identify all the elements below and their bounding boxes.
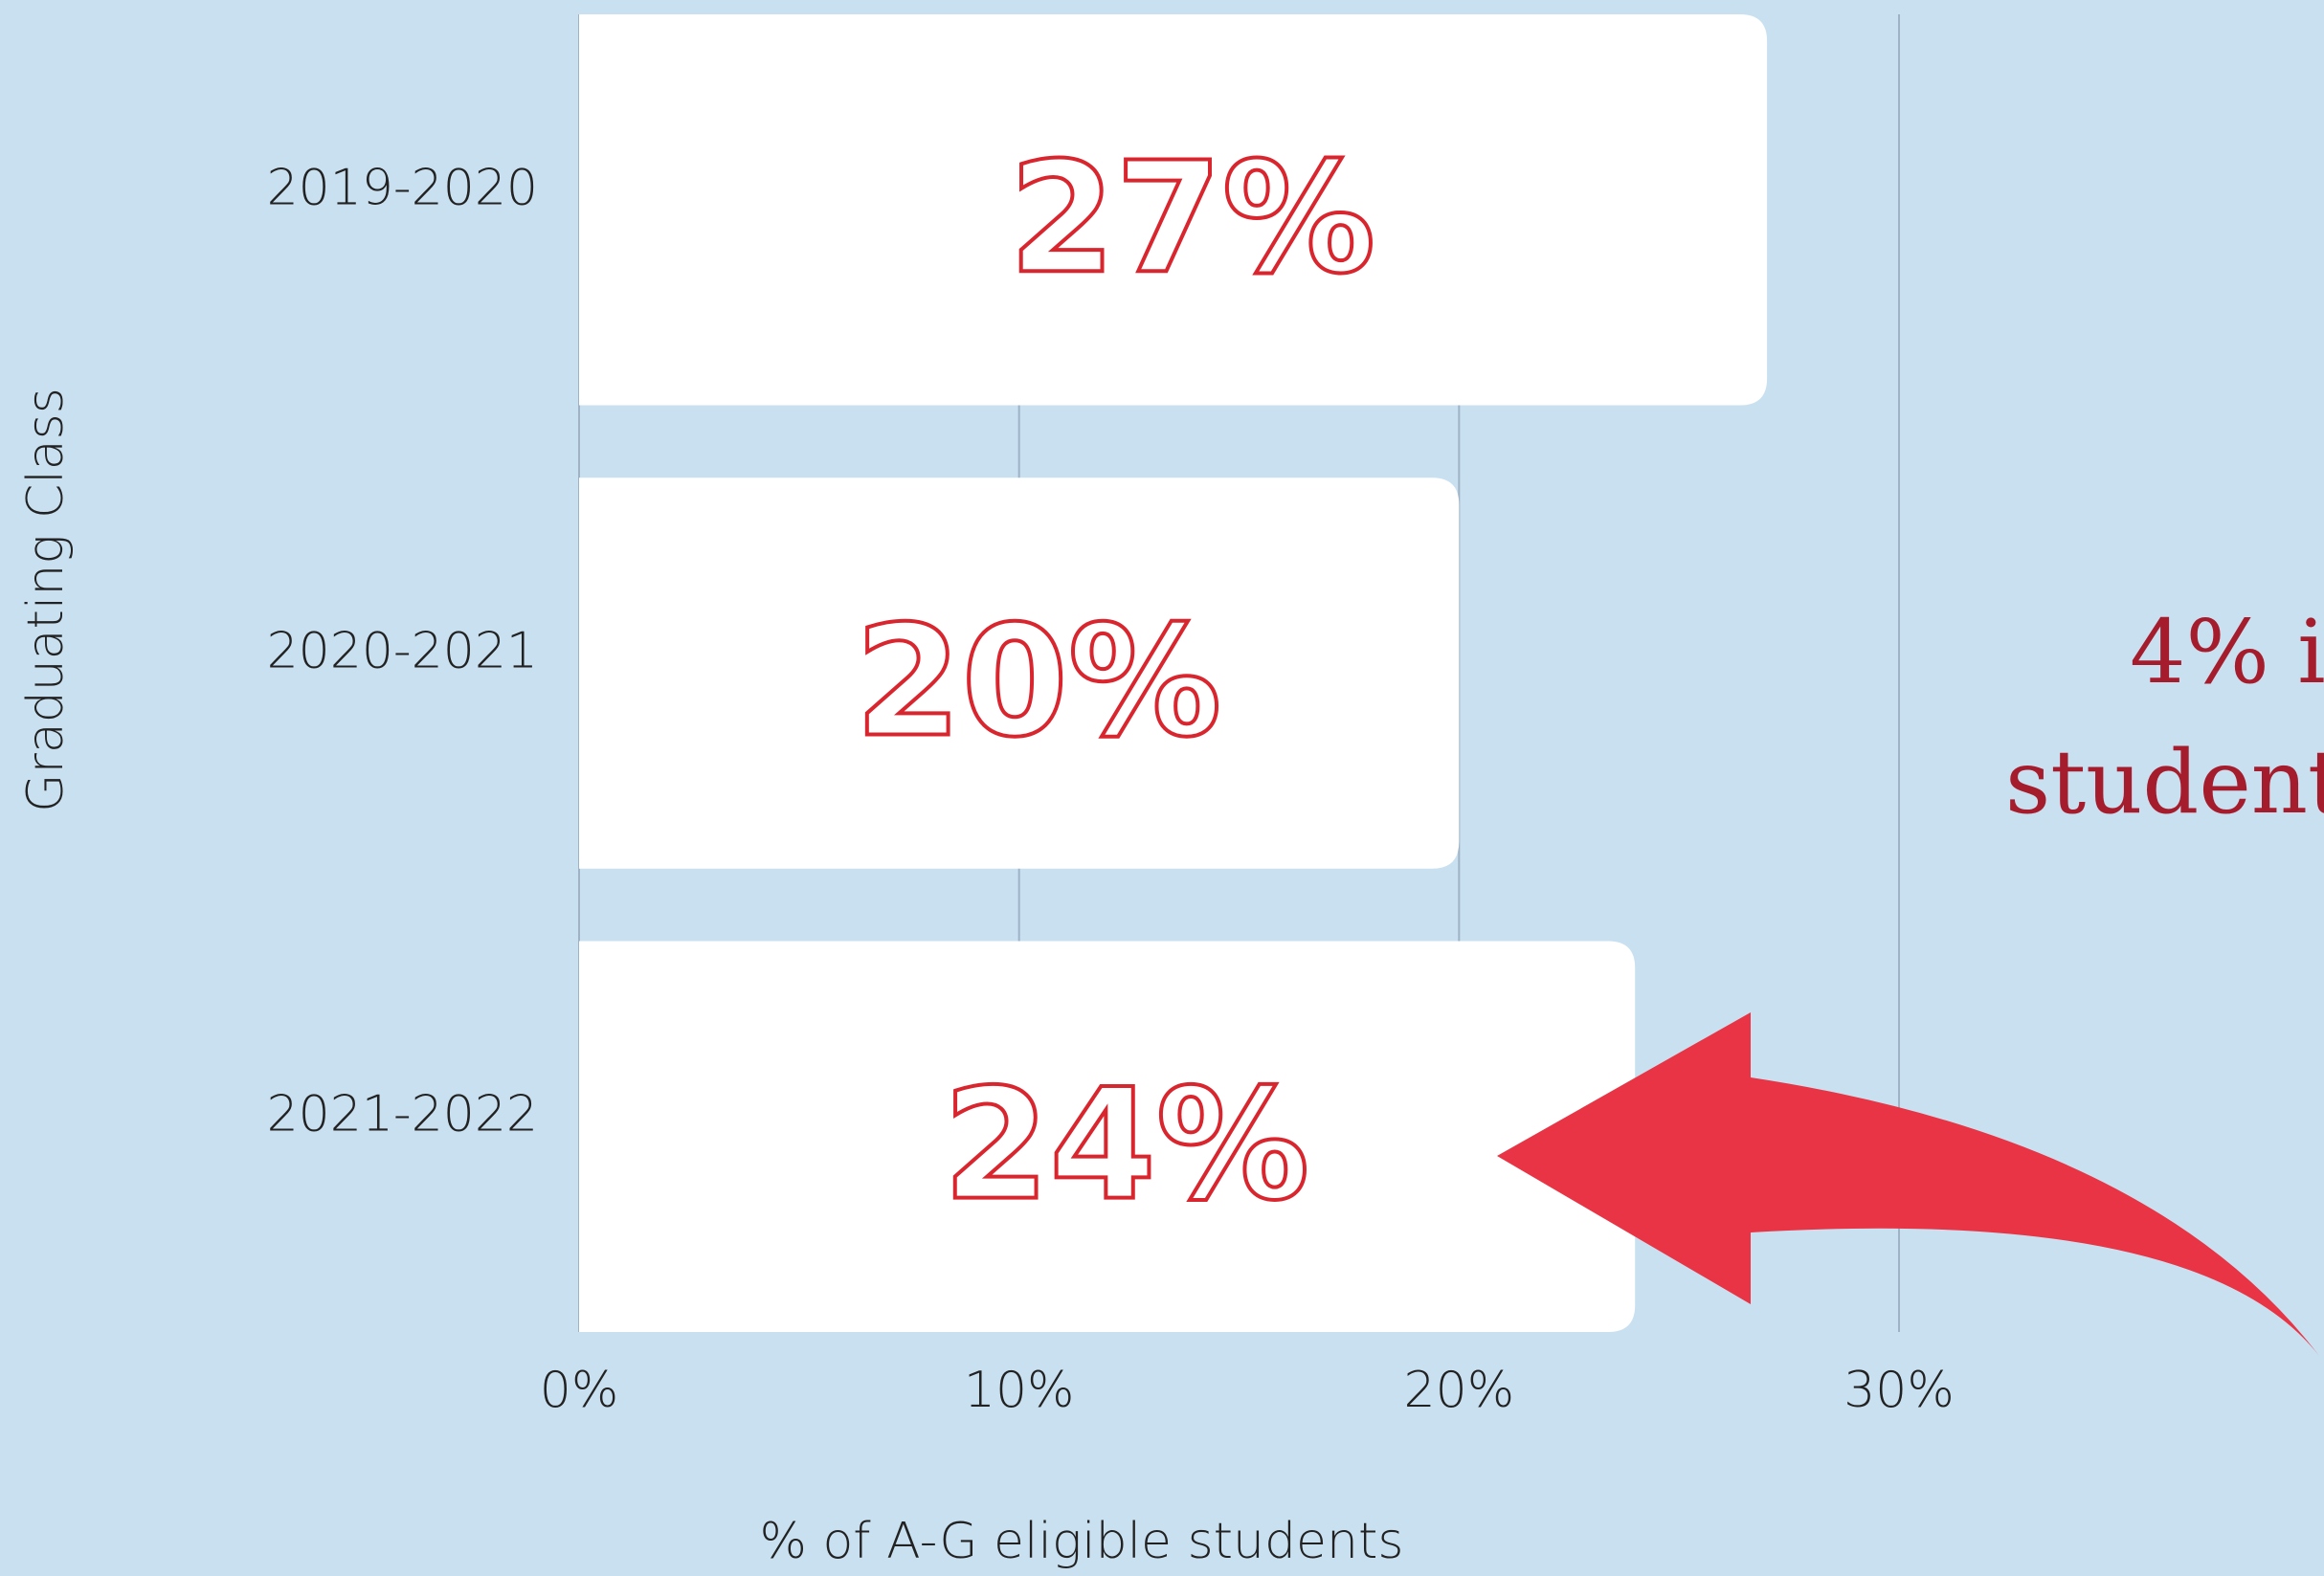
y-tick-label: 2021-2022 — [267, 1086, 538, 1143]
bar — [579, 477, 1460, 869]
value-label: 24% — [943, 1055, 1309, 1234]
arrow — [1497, 1012, 2319, 1356]
x-tick-label: 30% — [1844, 1362, 1955, 1419]
annotation: student — [2005, 731, 2324, 833]
value-label: 20% — [855, 591, 1221, 770]
x-tick-label: 10% — [964, 1362, 1075, 1419]
bar — [579, 941, 1636, 1332]
y-tick-label: 2020-2021 — [267, 623, 538, 680]
y-axis-title: Graduating Class — [17, 388, 75, 812]
annotation: 4% in — [2130, 601, 2324, 703]
x-tick-label: 20% — [1404, 1362, 1515, 1419]
x-axis-title: % of A-G eligible students — [760, 1513, 1404, 1570]
x-tick-label: 0% — [540, 1362, 619, 1419]
value-label: 27% — [1009, 128, 1375, 307]
bar — [579, 14, 1768, 406]
y-tick-label: 2019-2020 — [267, 159, 538, 216]
